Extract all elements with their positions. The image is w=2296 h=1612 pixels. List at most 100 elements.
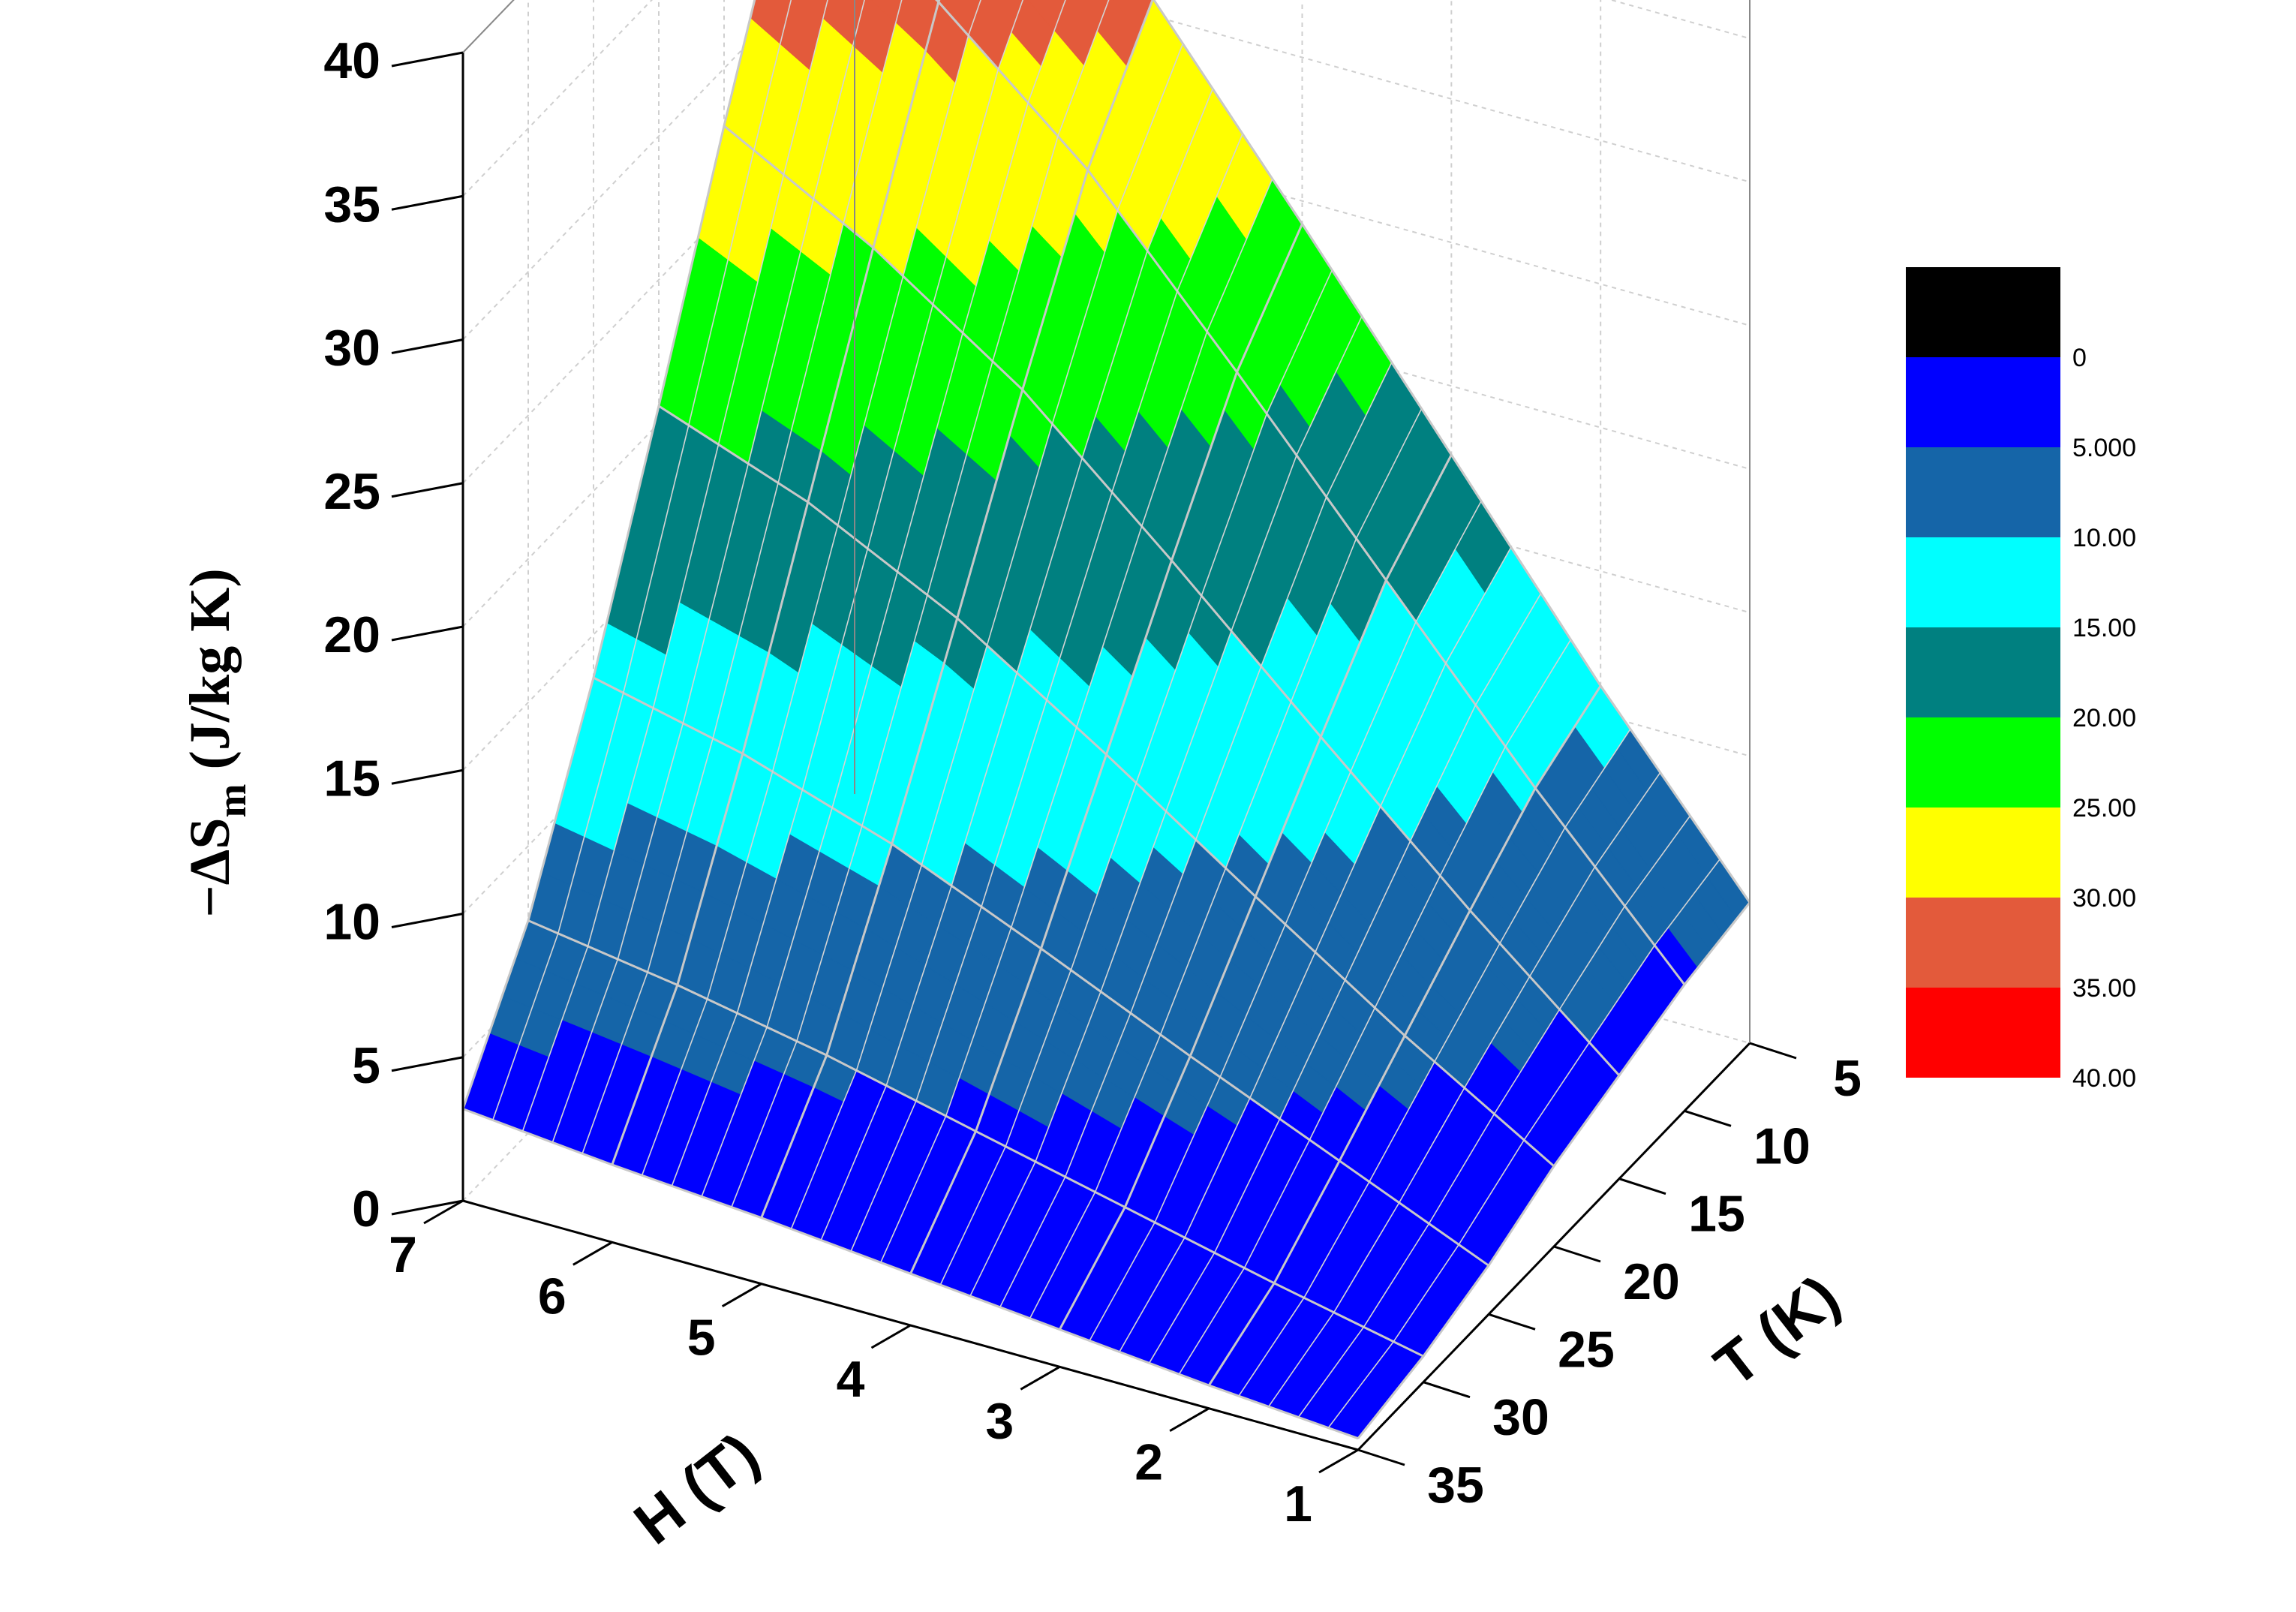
colorbar-label: 25.00	[2072, 794, 2136, 823]
z-tick-label: 30	[323, 320, 380, 377]
z-tick-label: 40	[323, 32, 380, 89]
h-tick	[721, 1283, 762, 1307]
colorbar-label: 20.00	[2072, 704, 2136, 732]
t-tick	[1618, 1177, 1666, 1195]
mesh-subline	[1089, 501, 1482, 1341]
z-tick-label: 5	[352, 1037, 380, 1094]
colorbar-swatch	[1906, 717, 2060, 808]
t-tick-label: 10	[1754, 1117, 1811, 1174]
mesh-subline	[969, 316, 1363, 1297]
h-axis-title: H (T)	[622, 1420, 771, 1556]
z-axis-title-prefix: −ΔS	[179, 817, 242, 917]
z-axis-ticks: 0 5 10 15 20 25 30 35 40	[323, 32, 464, 1238]
t-tick	[1684, 1109, 1732, 1127]
colorbar-label: 15.00	[2072, 614, 2136, 642]
h-tick-label: 5	[687, 1310, 716, 1367]
mesh-line-t	[462, 1108, 1359, 1440]
h-tick	[1169, 1407, 1210, 1432]
colorbar-label: 35.00	[2072, 974, 2136, 1003]
t-tick-label: 20	[1623, 1253, 1680, 1310]
mesh-subline	[999, 362, 1393, 1308]
mesh-subline	[641, 0, 981, 1176]
colorbar-label: 40.00	[2072, 1064, 2136, 1093]
z-tick-label: 10	[323, 894, 380, 951]
z-tick	[391, 482, 464, 498]
mesh-line-t	[593, 676, 1489, 1267]
colorbar-label: 10.00	[2072, 524, 2136, 552]
h-tick-label: 6	[538, 1268, 566, 1325]
t-tick	[1553, 1245, 1601, 1263]
colorbar-swatch	[1906, 357, 2060, 447]
h-tick-label: 7	[389, 1226, 417, 1283]
mesh-subline	[1238, 729, 1631, 1397]
mesh-subline	[1029, 408, 1423, 1319]
h-tick-label: 3	[985, 1392, 1014, 1449]
t-tick	[1488, 1313, 1536, 1331]
mesh-line-t	[527, 919, 1424, 1358]
colorbar-swatch	[1906, 627, 2060, 717]
mesh-subline	[731, 0, 1110, 1207]
mesh-subline	[671, 0, 1024, 1186]
z-tick-label: 0	[352, 1180, 380, 1238]
t-tick-label: 25	[1558, 1321, 1615, 1378]
mesh-line-t	[723, 125, 1621, 1077]
h-tick	[423, 1199, 464, 1225]
t-tick-label: 5	[1833, 1050, 1862, 1107]
colorbar-swatch	[1906, 988, 2060, 1078]
h-tick-label: 1	[1284, 1475, 1312, 1532]
z-tick-label: 35	[323, 176, 380, 233]
t-tick-label: 35	[1427, 1457, 1484, 1514]
mesh-subline	[879, 178, 1273, 1263]
h-tick	[870, 1324, 912, 1349]
mesh-subline	[1119, 546, 1512, 1352]
mesh-line-t	[1153, 0, 1751, 904]
z-tick	[391, 625, 464, 642]
h-axis-ticks: 1 2 3 4 5 6 7	[389, 1199, 1359, 1532]
mesh-subline	[492, 0, 792, 1120]
mesh-subline	[939, 269, 1333, 1286]
mesh-subline	[701, 0, 1066, 1197]
colorbar-label: 0	[2072, 344, 2087, 372]
z-tick	[391, 1199, 464, 1216]
t-tick	[1749, 1042, 1797, 1060]
h-tick	[1318, 1448, 1359, 1474]
colorbar: 0 5.000 10.00 15.00 20.00 25.00 30.00 35.00 40.0…	[1906, 267, 2136, 1093]
h-tick	[572, 1241, 613, 1266]
z-tick	[391, 768, 464, 785]
t-axis-title: T (K)	[1702, 1262, 1851, 1399]
mesh-subline	[850, 133, 1243, 1252]
colorbar-swatch	[1906, 898, 2060, 988]
mesh-subline	[1268, 771, 1661, 1407]
t-tick-label: 15	[1688, 1186, 1745, 1243]
mesh-subline	[1327, 859, 1720, 1429]
mesh-subline	[820, 89, 1213, 1241]
z-tick	[391, 1056, 464, 1072]
mesh-line-t	[658, 405, 1555, 1168]
z-axis-title-suffix: (J/kg K)	[179, 568, 242, 783]
z-axis-title: −ΔSm (J/kg K)	[179, 568, 254, 917]
z-axis-title-sub: m	[209, 783, 254, 817]
z-tick-label: 15	[323, 750, 380, 807]
colorbar-swatch	[1906, 447, 2060, 537]
mesh-subline	[521, 0, 828, 1132]
colorbar-swatch	[1906, 537, 2060, 627]
z-tick	[391, 51, 464, 68]
mesh-subline	[1297, 815, 1691, 1418]
z-tick	[391, 338, 464, 354]
h-tick	[1020, 1366, 1061, 1391]
mesh-subline	[790, 43, 1184, 1229]
z-tick-label: 25	[323, 463, 380, 520]
colorbar-swatch	[1906, 267, 2060, 357]
mesh-subline	[582, 0, 903, 1154]
z-tick	[391, 913, 464, 928]
colorbar-label: 30.00	[2072, 884, 2136, 913]
mesh-subline	[1178, 639, 1572, 1375]
z-tick	[391, 194, 464, 211]
h-tick-label: 4	[837, 1351, 865, 1408]
mesh-line-t	[934, 0, 1686, 985]
mesh-subline	[551, 0, 865, 1143]
colorbar-label: 5.000	[2072, 434, 2136, 462]
colorbar-swatch	[1906, 808, 2060, 898]
